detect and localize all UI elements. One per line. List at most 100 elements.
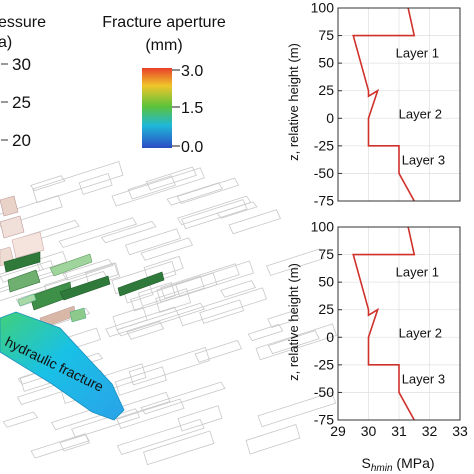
natural-fracture-outline: [116, 302, 206, 337]
plot-frame-bottom: [337, 226, 461, 421]
pressure-tick-20: 20: [12, 131, 31, 150]
shmin-profile-top: z, relative height (m) 100 75 50 25 0 -2…: [286, 0, 461, 209]
aperture-legend-unit: (mm): [145, 37, 182, 54]
natural-fracture-outline: [245, 423, 301, 455]
natural-fracture-outline: [126, 321, 165, 340]
y-tick-label: 25: [318, 301, 334, 317]
y-tick-label: 75: [318, 27, 334, 43]
natural-fracture-outline: [255, 323, 337, 361]
x-tick-label: 29: [330, 423, 346, 439]
y-tick-label: -50: [314, 384, 334, 400]
natural-fracture-outline: [177, 405, 223, 432]
natural-fracture-outline: [155, 288, 192, 313]
aperture-legend: Fracture aperture (mm) 3.0 1.5 0.0: [102, 14, 226, 156]
natural-fracture-outline: [29, 175, 66, 192]
pressure-legend: essure a) 30 25 20: [0, 14, 46, 150]
aperture-colorbar: [142, 68, 172, 148]
layer-label-1: Layer 1: [396, 265, 439, 280]
layer-label-2: Layer 2: [399, 106, 442, 121]
natural-fracture-outline: [178, 287, 268, 327]
x-ticks-bottom: 29 30 31 32 33: [330, 423, 468, 439]
natural-fracture-outline: [78, 172, 113, 195]
natural-fracture-outline: [100, 220, 157, 244]
x-tick-label: 30: [361, 423, 377, 439]
x-tick-label: 31: [391, 423, 407, 439]
layer-label-3: Layer 3: [402, 372, 445, 387]
y-tick-label: 0: [326, 329, 334, 345]
natural-fracture-outline: [266, 248, 325, 276]
natural-fracture-outline: [143, 430, 215, 466]
fracture-network-3d: hydraulic fracture: [0, 160, 337, 466]
y-tick-label: 100: [311, 0, 335, 16]
y-tick-label: -75: [314, 412, 334, 428]
x-tick-label: 33: [452, 423, 468, 439]
pressure-tick-25: 25: [12, 93, 31, 112]
natural-fracture-outline: [267, 309, 300, 329]
y-tick-label: 100: [311, 219, 335, 235]
natural-fracture-outline: [267, 330, 320, 355]
y-tick-label: -75: [314, 193, 334, 209]
natural-fracture-outline: [0, 195, 63, 228]
y-axis-label-bottom: z, relative height (m): [286, 263, 301, 381]
natural-fracture-outline: [247, 323, 284, 342]
y-tick-label: 50: [318, 55, 334, 71]
y-ticks-top: 100 75 50 25 0 -25 -50 -75: [311, 0, 335, 209]
natural-fracture-outline: [128, 346, 210, 386]
natural-fracture-outline: [166, 182, 224, 206]
natural-fracture-outline: [216, 201, 258, 219]
natural-fracture-outline: [177, 195, 252, 226]
x-tick-label: 32: [422, 423, 438, 439]
shmin-curve-top: [352, 7, 416, 202]
natural-fracture-outline: [0, 267, 69, 302]
y-tick-label: -25: [314, 356, 334, 372]
y-axis-label-top: z, relative height (m): [286, 43, 301, 161]
aperture-tick-0: 0.0: [181, 139, 203, 156]
pressure-legend-unit: a): [0, 34, 12, 51]
aperture-tick-1-5: 1.5: [181, 100, 203, 117]
natural-fracture-outline: [137, 282, 176, 307]
layer-label-1: Layer 1: [396, 46, 439, 61]
natural-fracture-outline: [32, 160, 124, 204]
natural-fracture-outline: [111, 167, 205, 207]
shmin-curve-bottom: [352, 226, 416, 421]
y-tick-label: -50: [314, 165, 334, 181]
natural-fracture-outline: [111, 260, 177, 295]
layer-labels-bottom: Layer 1 Layer 2 Layer 3: [396, 265, 445, 387]
aperture-legend-title: Fracture aperture: [102, 14, 226, 31]
natural-fracture-outline: [116, 398, 185, 429]
pressure-boxes: [0, 195, 45, 267]
natural-fracture-outline: [130, 272, 218, 312]
hydraulic-fracture: [0, 311, 125, 421]
natural-fracture-outline: [145, 166, 197, 191]
natural-fracture-outline: [85, 262, 121, 287]
shmin-profile-bottom: z, relative height (m) 100 75 50 25 0 -2…: [286, 219, 468, 474]
y-tick-label: -25: [314, 137, 334, 153]
plot-frame-top: [337, 7, 461, 202]
natural-fracture-outline: [62, 258, 114, 281]
natural-fracture-outline: [60, 363, 147, 404]
natural-fracture-outline: [199, 299, 245, 324]
pressure-tick-30: 30: [12, 55, 31, 74]
natural-fracture-outline: [160, 263, 240, 299]
natural-fracture-outline: [2, 411, 39, 428]
natural-fracture-outline: [175, 260, 254, 298]
y-tick-label: 0: [326, 110, 334, 126]
natural-fracture-outline: [30, 433, 90, 459]
x-axis-label: Shmin (MPa): [361, 455, 434, 474]
natural-fracture-outline: [143, 255, 184, 280]
natural-fracture-outline: [181, 199, 248, 230]
natural-fracture-outline: [58, 217, 138, 248]
natural-fracture-outline: [194, 339, 243, 363]
layer-label-2: Layer 2: [399, 325, 442, 340]
natural-fracture-outline: [228, 209, 281, 235]
natural-fracture-outline: [140, 381, 226, 415]
natural-fracture-outline: [140, 237, 194, 261]
natural-fracture-outline: [257, 391, 337, 428]
natural-fracture-outline: [124, 228, 182, 256]
y-tick-label: 25: [318, 82, 334, 98]
y-tick-label: 50: [318, 274, 334, 290]
natural-fracture-outline: [176, 177, 240, 205]
natural-fracture-outline: [116, 418, 205, 456]
y-ticks-bottom: 100 75 50 25 0 -25 -50 -75: [311, 219, 335, 428]
